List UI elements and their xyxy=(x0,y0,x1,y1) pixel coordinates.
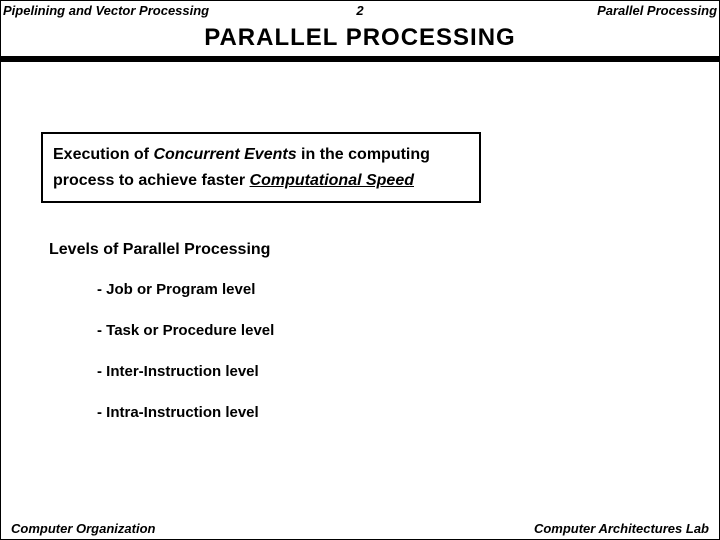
levels-heading: Levels of Parallel Processing xyxy=(49,241,679,259)
definition-text-1: Execution of xyxy=(53,146,153,163)
definition-italic-2: Computational Speed xyxy=(250,172,414,189)
header-right: Parallel Processing xyxy=(384,3,717,18)
definition-italic-1: Concurrent Events xyxy=(153,146,296,163)
list-item: - Intra-Instruction level xyxy=(97,404,679,421)
header-page-number: 2 xyxy=(336,3,383,18)
list-item: - Task or Procedure level xyxy=(97,322,679,339)
footer-left: Computer Organization xyxy=(11,521,155,536)
definition-text-2: in the computing xyxy=(297,146,430,163)
list-item: - Job or Program level xyxy=(97,281,679,298)
header-left: Pipelining and Vector Processing xyxy=(3,3,336,18)
levels-list: - Job or Program level - Task or Procedu… xyxy=(97,281,679,421)
slide-footer: Computer Organization Computer Architect… xyxy=(1,521,719,536)
slide-title: PARALLEL PROCESSING xyxy=(1,24,719,52)
footer-right: Computer Architectures Lab xyxy=(534,521,709,536)
definition-text-3: process to achieve faster xyxy=(53,172,250,189)
list-item: - Inter-Instruction level xyxy=(97,363,679,380)
slide-content: Execution of Concurrent Events in the co… xyxy=(1,62,719,421)
definition-box: Execution of Concurrent Events in the co… xyxy=(41,132,481,203)
slide-header: Pipelining and Vector Processing 2 Paral… xyxy=(1,1,719,18)
